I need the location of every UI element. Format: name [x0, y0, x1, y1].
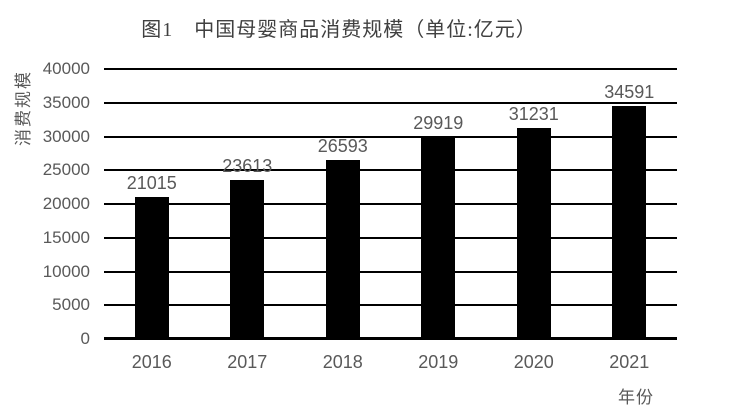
gridline: [104, 203, 677, 205]
gridline: [104, 68, 677, 70]
data-label: 34591: [604, 81, 655, 102]
bar-2020: [516, 128, 551, 339]
data-label: 31231: [508, 104, 559, 125]
bar-2017: [230, 179, 265, 339]
x-tick-label: 2017: [227, 352, 268, 372]
y-tick-label: 0: [80, 329, 90, 348]
data-label: 26593: [317, 135, 368, 156]
y-tick-label: 40000: [42, 59, 90, 78]
gridline: [104, 236, 677, 239]
y-tick-label: 5000: [52, 295, 90, 315]
bar-2018: [325, 159, 360, 339]
x-tick-label: 2020: [513, 352, 554, 372]
data-label: 21015: [126, 173, 177, 194]
x-tick-label: 2016: [131, 352, 172, 372]
chart-title: 图1 中国母婴商品消费规模（单位:亿元）: [141, 19, 537, 41]
y-tick-label: 35000: [42, 92, 90, 112]
x-tick-label: 2019: [418, 352, 459, 372]
gridline: [104, 304, 677, 307]
y-tick-label: 25000: [42, 160, 90, 180]
x-axis-title: 年份: [618, 388, 654, 407]
y-tick-label: 10000: [42, 261, 90, 281]
x-tick-label: 2018: [322, 352, 363, 372]
y-tick-label: 20000: [42, 194, 90, 213]
data-label: 29919: [413, 113, 464, 134]
gridline: [104, 270, 677, 273]
x-tick-label: 2021: [609, 352, 650, 372]
plot-area: 21015 23613 26593 29919 31231 34591: [104, 68, 677, 340]
bar-2016: [134, 197, 169, 339]
gridline: [104, 135, 677, 138]
data-label: 23613: [222, 155, 273, 176]
gridline: [104, 101, 677, 104]
y-tick-label: 30000: [42, 126, 90, 146]
y-tick-label: 15000: [42, 227, 90, 247]
gridline: [104, 169, 677, 172]
bar-2021: [612, 105, 647, 339]
bar-2019: [421, 137, 456, 339]
x-axis-line: [104, 337, 677, 340]
